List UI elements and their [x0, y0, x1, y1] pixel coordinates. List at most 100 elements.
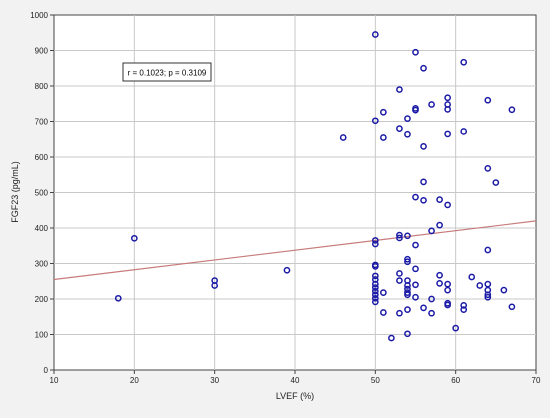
y-tick-label: 400 [35, 224, 49, 233]
y-tick-label: 500 [35, 189, 49, 198]
data-point [339, 134, 347, 141]
data-point [396, 270, 403, 277]
data-points [114, 31, 516, 342]
y-tick-label: 100 [35, 331, 49, 340]
data-point [404, 232, 411, 240]
data-point [283, 266, 291, 274]
data-point [404, 291, 411, 299]
y-tick-label: 200 [35, 295, 49, 304]
data-point [396, 234, 403, 242]
x-tick-label: 70 [532, 376, 541, 385]
data-point [371, 240, 379, 248]
x-axis-label: LVEF (%) [276, 391, 314, 401]
data-point [380, 289, 387, 296]
y-tick-label: 700 [35, 118, 49, 127]
data-point [404, 289, 411, 296]
data-point [444, 280, 451, 288]
data-point [428, 309, 435, 317]
data-point [444, 201, 451, 209]
data-point [404, 306, 411, 313]
data-point [484, 291, 492, 299]
data-point [371, 291, 379, 299]
data-point [412, 106, 419, 114]
data-point [444, 106, 451, 113]
data-point [396, 86, 403, 93]
data-point [371, 284, 379, 291]
data-point [508, 106, 516, 114]
data-point [484, 246, 492, 254]
data-point [428, 101, 435, 108]
data-point [436, 280, 443, 287]
data-point [404, 130, 411, 138]
data-point [130, 234, 138, 242]
data-point [412, 48, 419, 56]
y-tick-label: 800 [35, 82, 49, 91]
x-tick-label: 10 [50, 376, 59, 385]
data-point [436, 221, 443, 229]
grid-lines [50, 14, 537, 374]
data-point [404, 258, 411, 266]
data-point [396, 277, 403, 284]
data-point [371, 272, 379, 280]
data-point [444, 94, 451, 102]
data-point [460, 58, 468, 66]
regression-line [53, 220, 537, 281]
data-point [444, 130, 451, 138]
data-point [508, 303, 516, 311]
data-point [371, 262, 379, 270]
data-point [468, 273, 476, 281]
data-point [371, 31, 379, 38]
data-point [371, 280, 379, 288]
data-point [371, 294, 379, 302]
x-tick-label: 30 [210, 376, 219, 385]
data-point [420, 304, 427, 312]
data-point [436, 271, 443, 279]
y-tick-label: 1000 [30, 11, 48, 20]
data-point [460, 128, 468, 135]
data-point [412, 281, 419, 289]
data-point [380, 108, 387, 116]
data-point [412, 193, 419, 201]
data-point [396, 125, 403, 132]
data-point [396, 309, 403, 317]
y-tick-label: 300 [35, 260, 49, 269]
data-point [371, 237, 379, 244]
data-point [388, 334, 395, 342]
x-tick-label: 60 [451, 376, 460, 385]
y-tick-label: 900 [35, 47, 49, 56]
x-tick-label: 20 [130, 376, 139, 385]
data-point [444, 301, 451, 309]
y-tick-label: 600 [35, 153, 49, 162]
data-point [484, 280, 492, 288]
y-axis-label: FGF23 (pg/mL) [10, 161, 20, 223]
data-point [114, 294, 122, 302]
data-point [371, 117, 379, 125]
data-point [420, 64, 427, 72]
data-point [380, 309, 387, 316]
data-point [211, 282, 219, 289]
data-point [404, 330, 411, 338]
annotation-rect [122, 62, 212, 82]
tick-labels: 10 20 30 40 50 60 7001002003004005006007008009… [30, 11, 541, 385]
data-point [371, 287, 379, 295]
data-point [396, 231, 403, 239]
data-point [412, 241, 419, 249]
data-point [371, 298, 379, 306]
data-point [436, 196, 443, 203]
annotation-text: r = 0.1023; p = 0.3109 [128, 69, 207, 78]
data-point [420, 196, 427, 204]
data-point [404, 115, 411, 123]
data-point [452, 324, 460, 332]
regression-layer [53, 220, 537, 281]
data-point [484, 96, 492, 104]
data-point [412, 265, 419, 273]
data-point [420, 178, 427, 186]
data-point [412, 293, 419, 301]
data-point [428, 227, 435, 235]
data-point [476, 282, 484, 289]
data-point [420, 143, 427, 150]
data-point [460, 306, 468, 313]
data-point [444, 286, 451, 294]
